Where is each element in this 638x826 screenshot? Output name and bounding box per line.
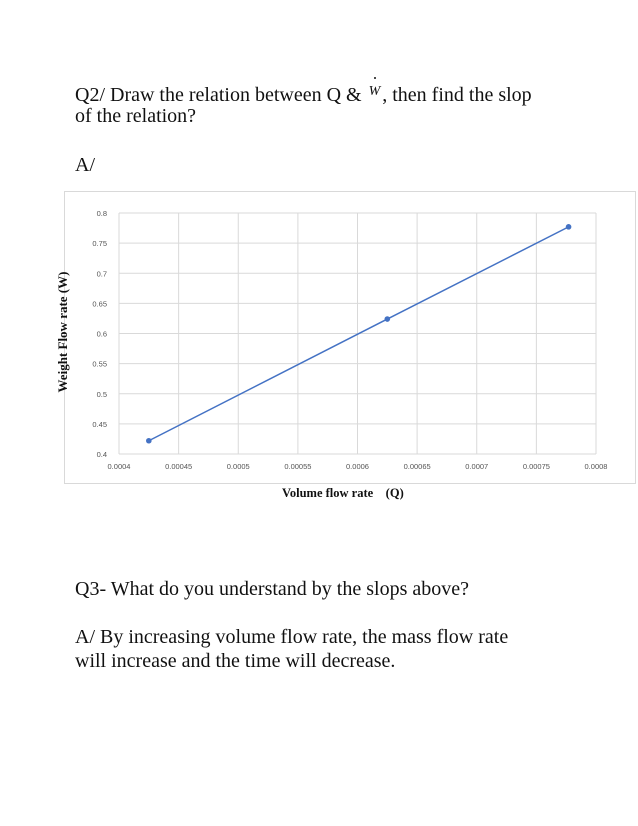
x-tick-label: 0.0008 [585,462,608,471]
question-3: Q3- What do you understand by the slops … [75,578,469,600]
y-tick-label: 0.4 [97,450,107,459]
y-tick-label: 0.5 [97,390,107,399]
y-tick-label: 0.8 [97,209,107,218]
y-tick-label: 0.65 [92,299,107,308]
y-tick-label: 0.75 [92,239,107,248]
y-tick-label: 0.45 [92,420,107,429]
data-point [384,316,391,322]
chart-x-axis-title: Volume flow rate (Q) [282,486,404,500]
data-point [565,224,572,230]
x-tick-label: 0.00045 [165,462,192,471]
x-tick-label: 0.0004 [108,462,131,471]
x-tick-label: 0.00055 [284,462,311,471]
y-tick-label: 0.55 [92,360,107,369]
y-tick-label: 0.6 [97,330,107,339]
chart-y-axis-title: Weight Flow rate (W) [55,271,70,393]
x-tick-label: 0.0006 [346,462,369,471]
question-2-suffix: , then find the slop [382,84,532,106]
question-2-line-1: Q2/ Draw the relation between Q & W, the… [75,77,532,107]
x-tick-label: 0.00075 [523,462,550,471]
answer-3-line-1: A/ By increasing volume flow rate, the m… [75,626,509,648]
answer-3-line-2: will increase and the time will decrease… [75,650,396,672]
x-tick-label: 0.0007 [465,462,488,471]
question-2-line-2: of the relation? [75,105,197,127]
answer-2-label: A/ [75,154,95,176]
y-tick-label: 0.7 [97,269,107,278]
x-tick-label: 0.0005 [227,462,250,471]
x-tick-label: 0.00065 [404,462,431,471]
data-point [146,437,152,444]
w-dot-symbol: W [369,77,380,104]
question-2-text: Q2/ Draw the relation between Q & [75,84,362,106]
chart-frame: 0.4 0.45 0.5 0.55 0.6 0.65 0.7 0.75 0.8 0.0004 0.0… [64,191,636,484]
chart-plot-area: 0.4 0.45 0.5 0.55 0.6 0.65 0.7 0.75 0.8 0.0004 0.0… [92,209,608,471]
